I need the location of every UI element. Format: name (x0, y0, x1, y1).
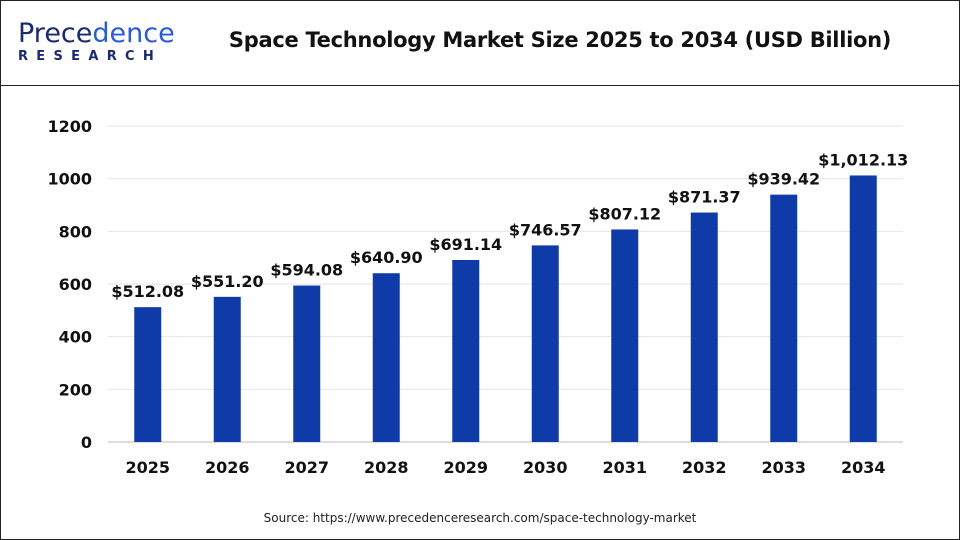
data-label: $551.20 (191, 272, 264, 291)
data-label: $746.57 (509, 220, 582, 239)
bar (293, 285, 321, 442)
data-label: $1,012.13 (818, 150, 908, 169)
bar (611, 229, 639, 442)
bar (452, 259, 480, 442)
x-tick-label: 2034 (841, 458, 886, 477)
source-note: Source: https://www.precedenceresearch.c… (263, 511, 697, 525)
x-tick-label: 2029 (443, 458, 488, 477)
x-tick-label: 2032 (682, 458, 727, 477)
data-label: $512.08 (111, 282, 184, 301)
x-tick-label: 2030 (523, 458, 568, 477)
data-label: $871.37 (668, 188, 741, 207)
x-tick-label: 2033 (761, 458, 806, 477)
y-tick-label: 0 (81, 433, 92, 452)
bar (531, 245, 559, 442)
bar (134, 307, 162, 442)
bar (690, 212, 718, 442)
y-tick-label: 400 (59, 328, 92, 347)
data-label: $807.12 (588, 204, 661, 223)
data-label: $640.90 (350, 248, 423, 267)
data-label: $691.14 (429, 235, 502, 254)
y-tick-label: 600 (59, 275, 92, 294)
x-tick-label: 2027 (284, 458, 329, 477)
header: Precedence RESEARCH Space Technology Mar… (0, 0, 960, 86)
data-label: $594.08 (270, 261, 343, 280)
x-tick-label: 2028 (364, 458, 409, 477)
y-tick-label: 1200 (47, 117, 92, 136)
x-tick-label: 2026 (205, 458, 250, 477)
x-tick-label: 2025 (125, 458, 170, 477)
y-tick-label: 800 (59, 222, 92, 241)
x-tick-label: 2031 (602, 458, 647, 477)
data-label: $939.42 (747, 170, 820, 189)
precedence-research-logo: Precedence RESEARCH (18, 18, 175, 65)
y-tick-label: 200 (59, 380, 92, 399)
chart-title: Space Technology Market Size 2025 to 203… (228, 28, 892, 52)
bar (849, 175, 877, 443)
bar (213, 296, 241, 442)
y-tick-label: 1000 (47, 170, 92, 189)
bar (770, 194, 798, 442)
bar (372, 273, 400, 442)
